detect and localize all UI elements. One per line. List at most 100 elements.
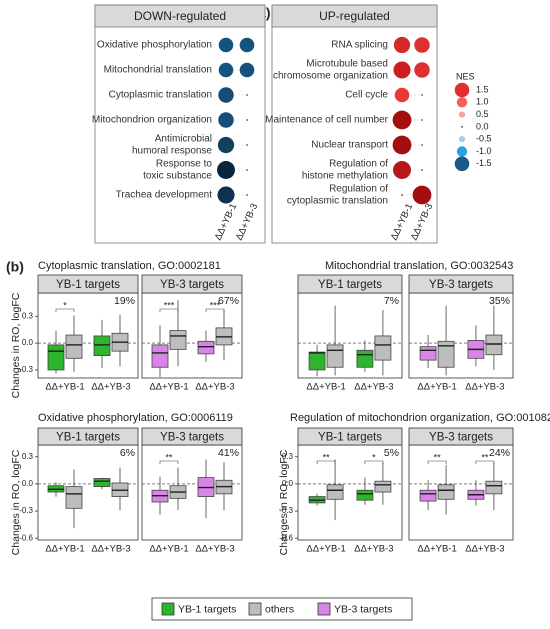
- x-tick-label: ΔΔ+YB-1: [306, 382, 345, 393]
- chart-title: Regulation of mitochondrion organization…: [290, 412, 550, 424]
- significance-bracket: [159, 308, 179, 312]
- y-tick-label: 0.0: [282, 479, 294, 488]
- dot: [421, 94, 423, 96]
- dot: [218, 87, 234, 103]
- significance-bracket: [316, 460, 336, 464]
- significance-bracket: [427, 460, 447, 464]
- percent-label: 41%: [218, 447, 239, 459]
- term-label: Response to toxic substance: [143, 158, 212, 182]
- dot: [246, 169, 248, 171]
- x-tick-label: ΔΔ+YB-1: [417, 544, 456, 555]
- term-label: Mitochondrion organization: [91, 114, 212, 126]
- dot: [412, 185, 432, 205]
- percent-label: 67%: [218, 295, 239, 307]
- y-tick-label: 0.3: [282, 452, 294, 461]
- panel-frame: [94, 4, 266, 244]
- box: [437, 484, 455, 500]
- chart-title: Oxidative phosphorylation, GO:0006119: [38, 412, 233, 424]
- dot: [393, 36, 411, 54]
- x-tick-label: ΔΔ+YB-3: [91, 544, 130, 555]
- y-tick-label: -0.3: [19, 506, 33, 515]
- strip: [37, 274, 139, 294]
- y-tick-label: -0.3: [19, 365, 33, 374]
- significance-label: **: [165, 452, 173, 462]
- strip-title: YB-3 targets: [160, 432, 224, 444]
- dot: [218, 37, 234, 53]
- x-tick-label: ΔΔ+YB-3: [195, 382, 234, 393]
- x-tick-label: ΔΔ+YB-1: [149, 544, 188, 555]
- legend-dot: [461, 125, 463, 128]
- term-label: Trachea development: [115, 189, 212, 201]
- term-label: Nuclear transport: [311, 139, 388, 151]
- box: [93, 478, 111, 488]
- box: [197, 340, 215, 355]
- legend-label: 0.5: [476, 109, 489, 119]
- percent-label: 35%: [489, 295, 510, 307]
- legend-label: -1.5: [476, 158, 492, 168]
- x-tick-label: ΔΔ+YB-3: [354, 382, 393, 393]
- box: [419, 346, 437, 361]
- strip: [141, 274, 243, 294]
- dot: [421, 119, 423, 121]
- legend-label: others: [265, 603, 294, 615]
- y-tick-label: 0.0: [22, 479, 34, 488]
- dot: [217, 186, 235, 204]
- legend-dot: [458, 111, 466, 118]
- dot: [239, 37, 255, 53]
- significance-label: **: [434, 452, 442, 462]
- box: [326, 484, 344, 500]
- x-tick-label: ΔΔ+YB-3: [91, 382, 130, 393]
- dot: [246, 194, 248, 196]
- percent-label: 19%: [114, 295, 135, 307]
- legend-title: NES: [456, 71, 475, 81]
- legend-label: 1.0: [476, 97, 489, 107]
- term-label: Regulation of cytoplasmic translation: [286, 183, 388, 207]
- x-tick-label: ΔΔ+YB-1: [306, 544, 345, 555]
- y-axis-label: Changes in RO, logFC: [10, 292, 22, 398]
- x-tick-label: ΔΔ+YB-1: [149, 382, 188, 393]
- dot: [393, 161, 411, 179]
- percent-label: 5%: [384, 447, 399, 459]
- box: [374, 480, 392, 493]
- y-tick-label: 0.3: [22, 452, 34, 461]
- strip: [271, 4, 438, 28]
- dot: [217, 136, 235, 154]
- significance-label: ***: [164, 300, 175, 310]
- box: [169, 330, 187, 350]
- strip-title: YB-3 targets: [429, 279, 493, 291]
- box: [356, 349, 374, 368]
- legend-label: YB-3 targets: [334, 603, 392, 615]
- legend-swatch: [161, 602, 175, 616]
- legend-dot: [456, 97, 468, 108]
- box: [65, 486, 83, 509]
- x-tick-label: ΔΔ+YB-1: [417, 382, 456, 393]
- box: [356, 489, 374, 501]
- legend-dot: [454, 82, 470, 98]
- legend-dot: [454, 156, 470, 172]
- legend-dot: [456, 146, 468, 157]
- significance-bracket: [159, 460, 179, 464]
- significance-bracket: [364, 460, 384, 464]
- legend-swatch: [248, 602, 262, 616]
- dot: [414, 62, 430, 78]
- box: [151, 344, 169, 368]
- x-tick-label: ΔΔ+YB-1: [45, 382, 84, 393]
- strip-title: YB-3 targets: [160, 279, 224, 291]
- y-axis-label: Changes in RO, logFC: [10, 449, 22, 555]
- strip: [141, 427, 243, 446]
- percent-label: 24%: [489, 447, 510, 459]
- x-tick-label: ΔΔ+YB-3: [465, 544, 504, 555]
- strip: [408, 274, 514, 294]
- legend-dot: [458, 136, 466, 143]
- term-label: Oxidative phosphorylation: [96, 39, 212, 51]
- term-label: Maintenance of cell number: [265, 114, 388, 126]
- percent-label: 6%: [120, 447, 135, 459]
- dot: [401, 194, 403, 196]
- strip-title: DOWN-regulated: [134, 9, 226, 23]
- term-label: Regulation of histone methylation: [301, 158, 388, 182]
- term-label: RNA splicing: [331, 39, 388, 51]
- box: [308, 351, 326, 371]
- box: [374, 335, 392, 361]
- y-tick-label: -0.3: [279, 506, 293, 515]
- legend-label: 1.5: [476, 84, 489, 94]
